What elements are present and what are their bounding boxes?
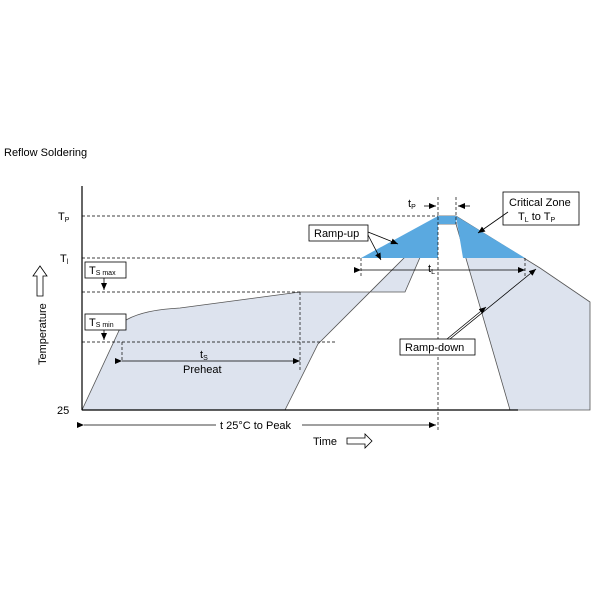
critical-zone-pointer xyxy=(477,211,509,234)
page-title: Reflow Soldering xyxy=(4,147,88,159)
ts-min-box xyxy=(84,313,127,331)
critical-zone-left xyxy=(361,216,438,258)
critical-zone-label: Critical Zone xyxy=(509,197,571,209)
tl-label: tL xyxy=(428,263,435,276)
t25-label-bg xyxy=(216,418,302,432)
profile-band xyxy=(81,215,591,411)
ts-max-label: TS max xyxy=(89,265,116,277)
ramp-down-pointer-1 xyxy=(446,306,487,340)
critical-zone-range-label: TL to TP xyxy=(518,211,555,224)
preheat-label: Preheat xyxy=(183,364,222,376)
tp-label: tP xyxy=(408,198,416,211)
tl-tick-label: Tl xyxy=(60,253,69,266)
y-axis-label: Temperature xyxy=(37,303,49,365)
critical-zone-top xyxy=(438,216,456,224)
ts-min-label: TS min xyxy=(89,317,114,329)
critical-zone-box xyxy=(502,191,580,226)
ramp-down-label: Ramp-down xyxy=(405,342,464,354)
ts-label: tS xyxy=(200,349,208,362)
reference-lines xyxy=(82,197,457,432)
base-tick-label: 25 xyxy=(57,405,69,417)
tp-tick-label: TP xyxy=(58,211,70,224)
ramp-up-pointer-2 xyxy=(367,234,382,261)
x-axis-label: Time xyxy=(313,436,337,448)
ramp-down-pointer-2 xyxy=(449,268,537,340)
ramp-up-pointer-1 xyxy=(367,231,399,245)
critical-zone-right xyxy=(456,216,525,258)
ts-max-box xyxy=(84,261,127,279)
t25-label: t 25°C to Peak xyxy=(220,420,292,432)
ramp-up-label: Ramp-up xyxy=(314,228,359,240)
ramp-up-box xyxy=(308,224,369,242)
temperature-arrow-icon xyxy=(32,265,48,297)
ramp-down-box xyxy=(399,338,476,356)
time-arrow-icon xyxy=(346,433,373,449)
